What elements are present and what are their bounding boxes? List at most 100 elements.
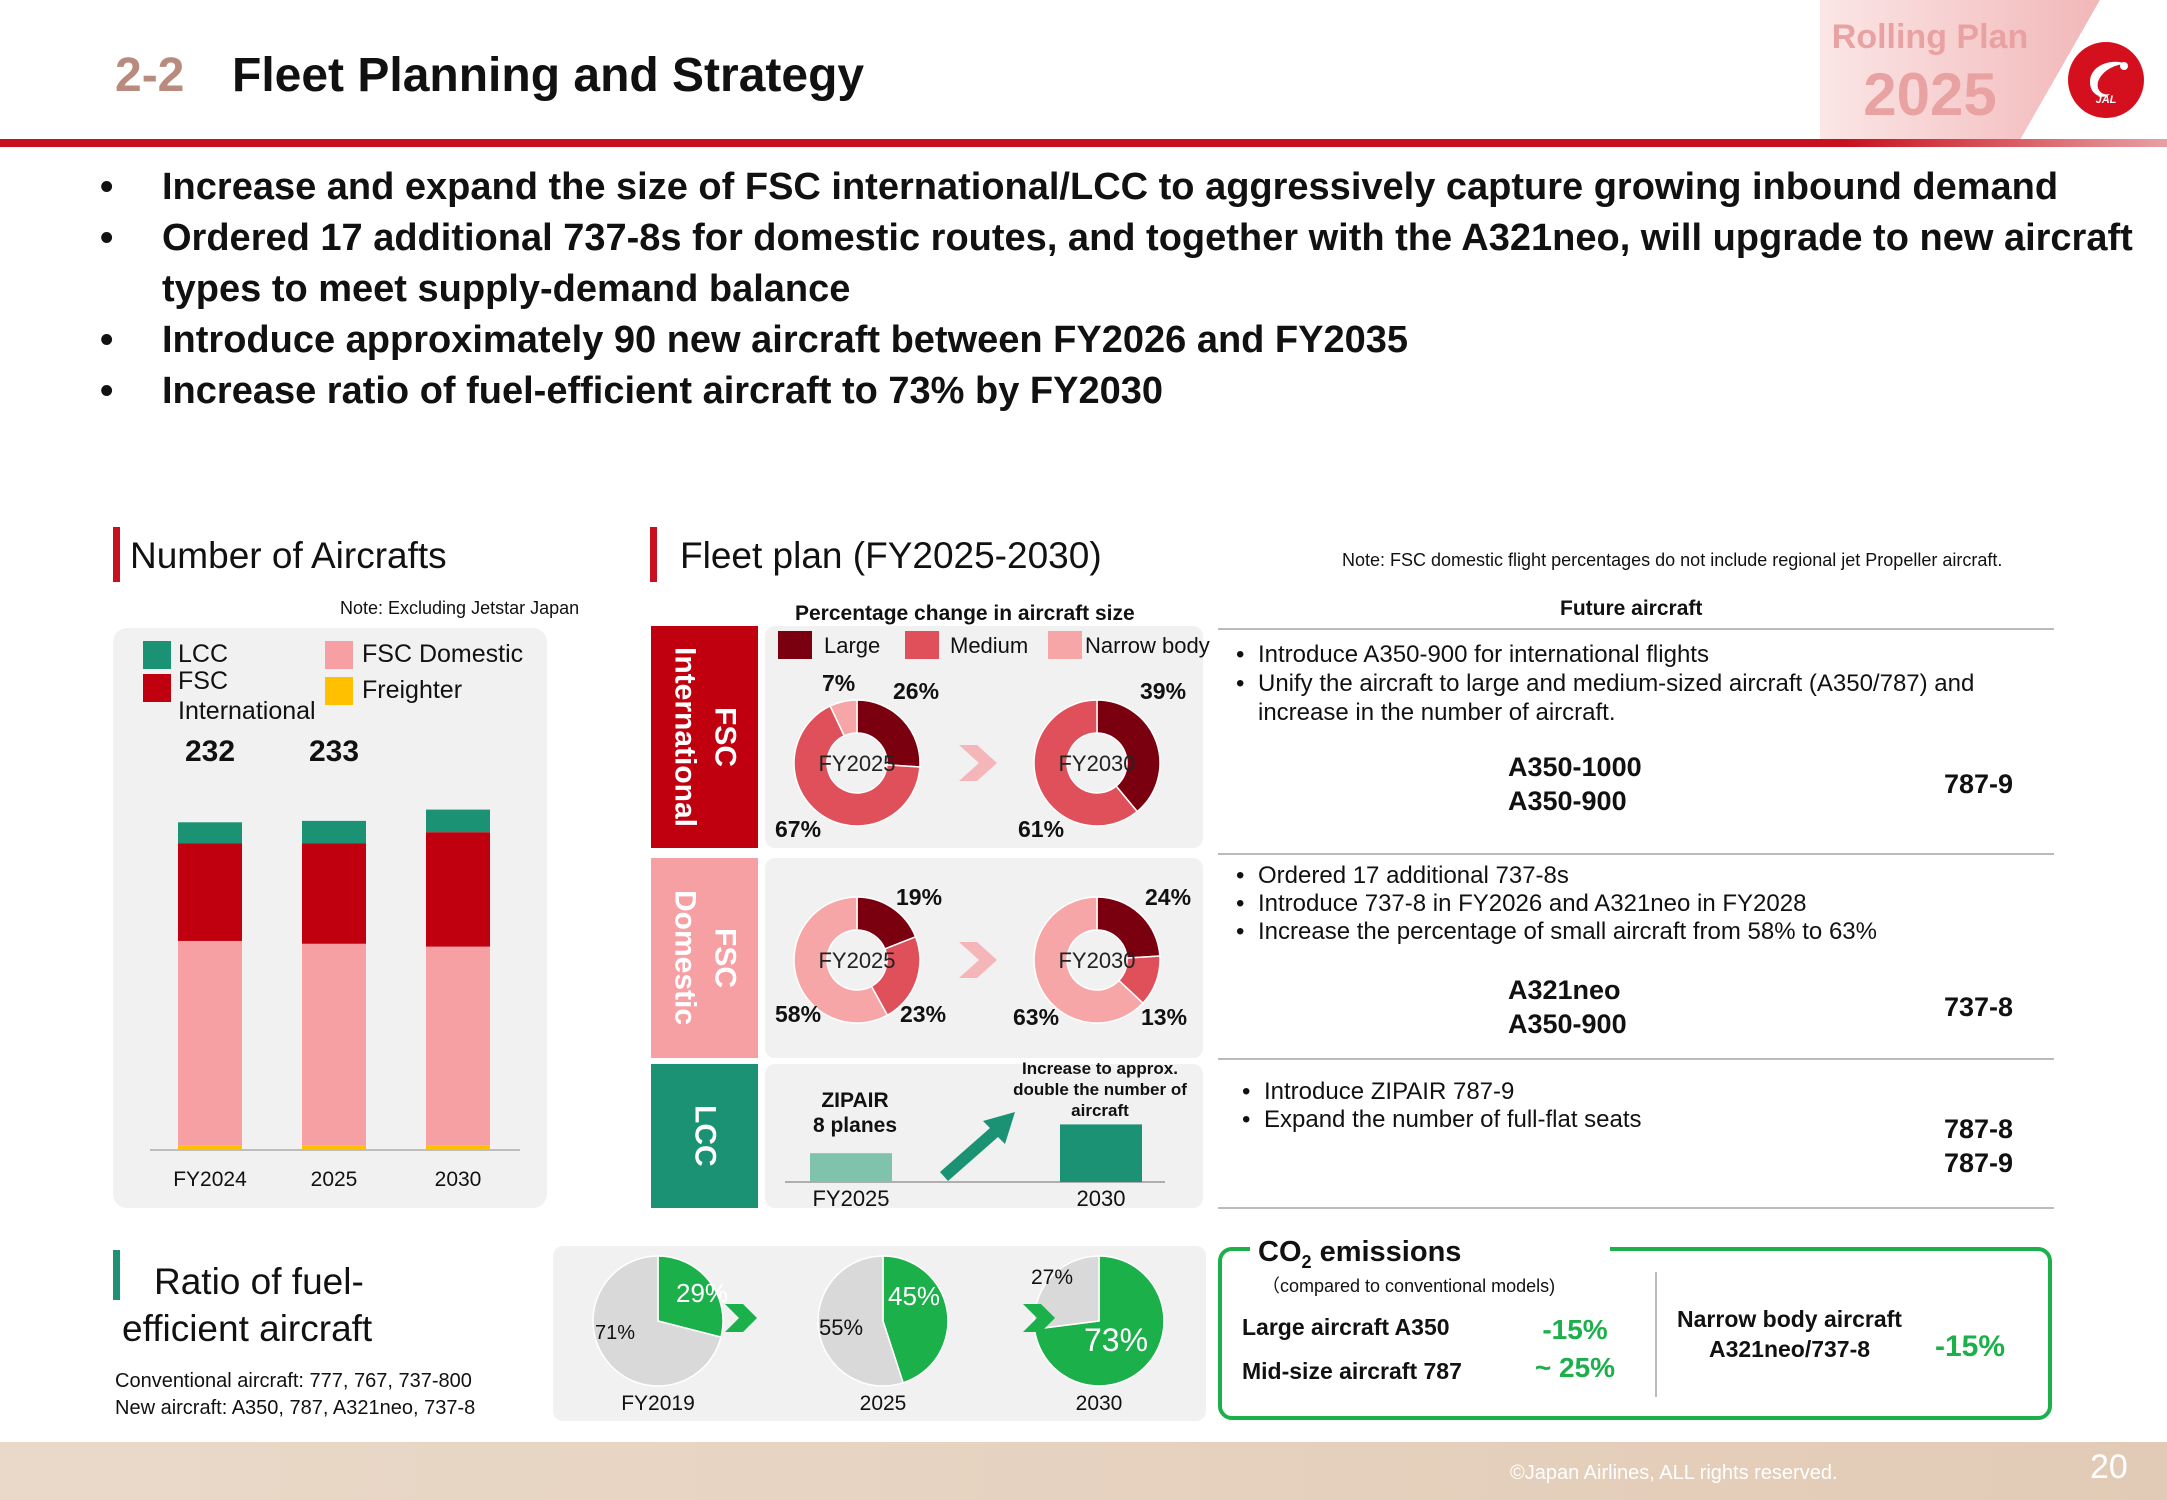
intl-plane-names-2: 787-9 bbox=[1944, 769, 2014, 799]
lcc-x-label: FY2025 bbox=[812, 1186, 889, 1208]
co2-divider bbox=[1655, 1272, 1657, 1397]
legend-swatch-fsc-intl bbox=[143, 674, 171, 702]
future-dom-bullet: • Ordered 17 additional 737-8s bbox=[1236, 862, 2046, 890]
future-divider-bottom bbox=[1218, 1207, 2054, 1209]
transition-arrow bbox=[959, 942, 997, 978]
new-aircraft-note: New aircraft: A350, 787, A321neo, 737-8 bbox=[115, 1397, 476, 1419]
co2-title-prefix: CO bbox=[1258, 1236, 1302, 1268]
section-bar-aircrafts bbox=[113, 527, 120, 582]
bullet-glyph: • bbox=[1236, 670, 1245, 697]
key-point: • Increase ratio of fuel-efficient aircra… bbox=[100, 366, 2140, 417]
section-bar-fleet-plan bbox=[650, 527, 657, 582]
future-lcc-bullets: • Introduce ZIPAIR 787-9 • Expand the numb… bbox=[1242, 1078, 1642, 1134]
co2-narrow-value: -15% bbox=[1934, 1330, 2006, 1363]
a321neo-aircraft-image bbox=[1258, 958, 1495, 1048]
future-dom-bullet-text: Ordered 17 additional 737-8s bbox=[1258, 862, 1569, 889]
aircrafts-note: Note: Excluding Jetstar Japan bbox=[340, 598, 580, 618]
fuel-pie-slice bbox=[817, 1255, 905, 1387]
legend-swatch-fsc-dom bbox=[325, 641, 353, 669]
fuel-pct-label: 71% bbox=[595, 1322, 635, 1344]
future-divider-2 bbox=[1218, 1058, 2054, 1060]
co2-subtitle: （compared to conventional models) bbox=[1262, 1276, 1556, 1296]
co2-title-suffix: emissions bbox=[1311, 1236, 1462, 1268]
future-intl-bullet-text: Introduce A350-900 for international fli… bbox=[1258, 641, 1709, 668]
787-aircraft-image bbox=[1692, 733, 1929, 833]
bar-segment bbox=[302, 843, 366, 944]
bar-segment bbox=[178, 822, 242, 844]
key-point-text: Increase and expand the size of FSC inte… bbox=[162, 166, 2059, 208]
legend-swatch-large bbox=[778, 631, 812, 659]
x-tick-label: FY2024 bbox=[173, 1168, 247, 1191]
fuel-arrow bbox=[1023, 1304, 1055, 1332]
row-label-lcc: LCC bbox=[651, 1064, 758, 1208]
fuel-pct-label: 29% bbox=[676, 1278, 728, 1308]
future-lcc-bullet-text: Introduce ZIPAIR 787-9 bbox=[1264, 1078, 1515, 1105]
fuel-pie-slice bbox=[882, 1255, 949, 1384]
key-point: • Introduce approximately 90 new aircraft… bbox=[100, 315, 2140, 366]
fleet-donut-slice bbox=[1033, 699, 1139, 827]
bar-segment bbox=[426, 809, 490, 833]
bar-total-label: 232 bbox=[185, 735, 235, 768]
pct-label: 7% bbox=[822, 670, 855, 696]
pct-label: 26% bbox=[893, 678, 939, 704]
future-dom-bullets: • Ordered 17 additional 737-8s • Introduce… bbox=[1236, 862, 2046, 946]
future-dom-bullet: • Introduce 737-8 in FY2026 and A321neo i… bbox=[1236, 890, 2046, 918]
co2-large-label: Large aircraft A350 bbox=[1242, 1314, 1450, 1340]
a350-aircraft-image bbox=[1258, 733, 1495, 833]
future-intl-bullet: • Introduce A350-900 for international fl… bbox=[1236, 640, 2046, 669]
fleet-donut-slice bbox=[1033, 896, 1144, 1024]
lcc-plane-names: 787-8 787-9 bbox=[1944, 1114, 2014, 1178]
row-label-fsc-domestic-text: FSC Domestic bbox=[668, 890, 742, 1026]
lcc-growth-note: Increase to approx. double the number of… bbox=[1013, 1059, 1187, 1120]
row-label-fsc-domestic: FSC Domestic bbox=[651, 858, 758, 1058]
key-point: • Ordered 17 additional 737-8s for domest… bbox=[100, 213, 2140, 315]
fleet-donut-charts: FY2025 FY2030 FY2025 FY2030 7% 26% 67% 39% 61% 19… bbox=[775, 670, 1191, 1030]
fleet-donut-slice bbox=[856, 699, 921, 768]
legend-label-lcc: LCC bbox=[178, 640, 229, 668]
fleet-plan-note: Note: FSC domestic flight percentages do… bbox=[1342, 550, 2003, 570]
future-divider-top bbox=[1218, 628, 2054, 630]
future-intl-bullets: • Introduce A350-900 for international fl… bbox=[1236, 640, 2046, 727]
row-label-fsc-international: FSC International bbox=[651, 626, 758, 848]
donut-center-label: FY2030 bbox=[1058, 751, 1135, 776]
bullet-glyph: • bbox=[1236, 862, 1245, 889]
legend-label-freighter: Freighter bbox=[362, 676, 463, 704]
key-point-text: Ordered 17 additional 737-8s for domesti… bbox=[162, 217, 2133, 310]
fleet-plan-title: Fleet plan (FY2025-2030) bbox=[680, 535, 1102, 576]
future-aircraft-header: Future aircraft bbox=[1560, 597, 1703, 620]
future-lcc-bullet-text: Expand the number of full-flat seats bbox=[1264, 1106, 1642, 1133]
rolling-plan-year: 2025 bbox=[1863, 61, 1997, 128]
bullet-glyph: • bbox=[1242, 1078, 1251, 1105]
bar-segment bbox=[426, 946, 490, 1146]
pct-label: 19% bbox=[896, 884, 942, 910]
legend-swatch-lcc bbox=[143, 641, 171, 669]
co2-title-mask bbox=[1250, 1240, 1610, 1254]
co2-title-sub: 2 bbox=[1301, 1251, 1312, 1272]
aircrafts-title: Number of Aircrafts bbox=[130, 535, 447, 576]
legend-label-medium: Medium bbox=[950, 633, 1029, 658]
co2-large-mid-value-1: -15% bbox=[1542, 1314, 1608, 1345]
donut-center-label: FY2025 bbox=[818, 751, 895, 776]
bullet-glyph: • bbox=[100, 217, 114, 259]
fuel-pct-label: 73% bbox=[1084, 1322, 1148, 1358]
pct-label: 13% bbox=[1141, 1004, 1187, 1030]
copyright: ©Japan Airlines, ALL rights reserved. bbox=[1510, 1462, 1838, 1484]
percentage-change-header: Percentage change in aircraft size bbox=[795, 602, 1135, 625]
aircraft-count-chart: FY2024 232 2025 233 2030 bbox=[150, 735, 520, 1191]
fuel-x-label: 2030 bbox=[1076, 1392, 1123, 1415]
legend-label-fsc-intl: FSC International bbox=[178, 667, 316, 725]
zipair-label: ZIPAIR 8 planes bbox=[812, 1089, 898, 1137]
bar-segment bbox=[302, 1145, 366, 1150]
lcc-bar bbox=[1060, 1124, 1142, 1182]
fuel-pct-label: 55% bbox=[819, 1315, 863, 1340]
bar-total-label: 233 bbox=[309, 735, 359, 768]
key-point-text: Increase ratio of fuel-efficient aircraf… bbox=[162, 370, 1164, 412]
lcc-growth-arrow bbox=[940, 1112, 1015, 1181]
fleet-donut-slice bbox=[1096, 896, 1161, 959]
bar-segment bbox=[178, 1145, 242, 1150]
co2-narrow-label-2: A321neo/737-8 bbox=[1708, 1336, 1871, 1362]
pct-label: 63% bbox=[1013, 1004, 1059, 1030]
co2-box bbox=[1218, 1247, 2052, 1420]
fleet-donut-slice bbox=[829, 699, 858, 737]
crane-icon bbox=[2090, 61, 2128, 97]
